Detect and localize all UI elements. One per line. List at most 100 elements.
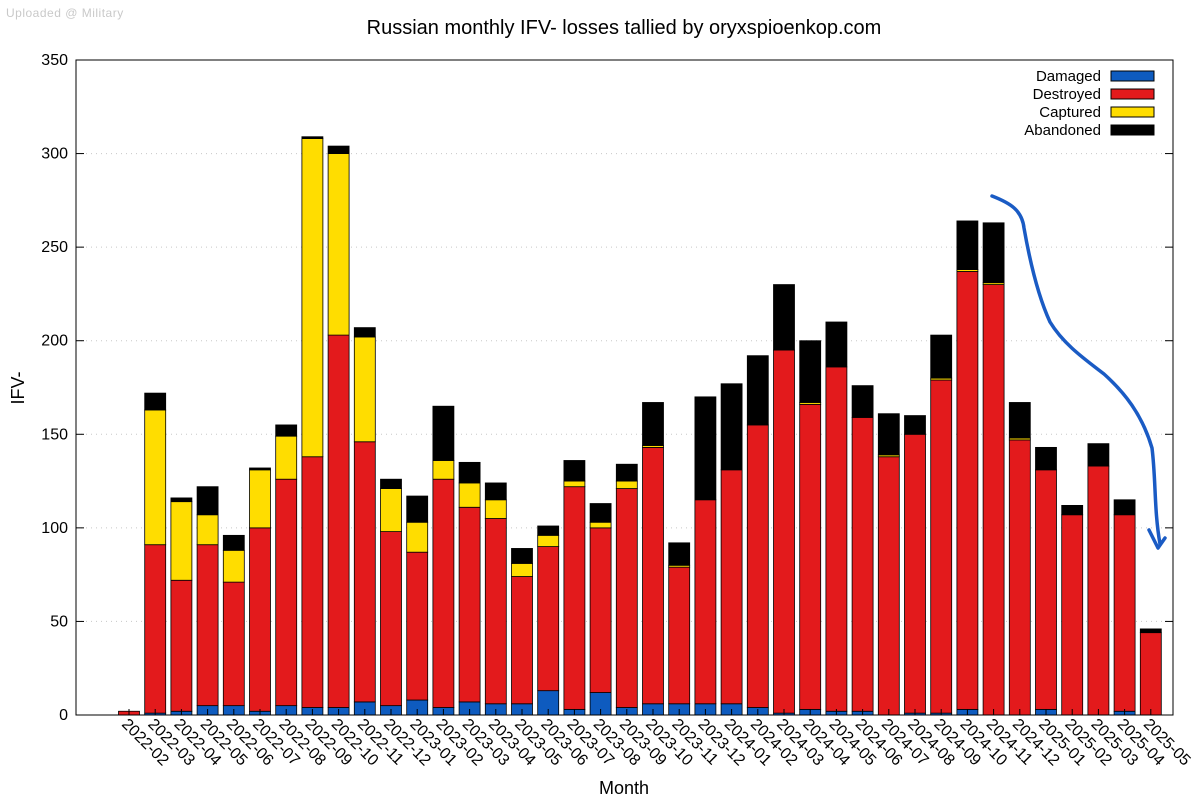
bar-segment-destroyed (720, 469, 743, 705)
legend-swatch (1110, 124, 1155, 136)
bar-segment-destroyed (432, 478, 455, 708)
bar-segment-destroyed (799, 403, 822, 710)
bar-segment-abandoned (851, 385, 874, 418)
bar-segment-destroyed (1008, 439, 1031, 716)
legend-label: Destroyed (1033, 86, 1101, 103)
bar-segment-abandoned (1113, 499, 1136, 516)
bar-segment-abandoned (1061, 504, 1084, 516)
legend-swatch (1110, 88, 1155, 100)
legend-label: Damaged (1036, 68, 1101, 85)
bar-segment-abandoned (353, 327, 376, 338)
bar-segment-destroyed (668, 566, 691, 705)
bar-segment-abandoned (904, 415, 926, 435)
chart-title: Russian monthly IFV- losses tallied by o… (367, 17, 882, 39)
bar-segment-abandoned (301, 136, 324, 140)
bar-segment-abandoned (720, 383, 743, 471)
bar-segment-destroyed (380, 531, 402, 707)
bar-segment-destroyed (353, 441, 376, 703)
watermark: Uploaded @ Military (6, 6, 124, 20)
bar-segment-destroyed (904, 433, 926, 714)
legend-label: Abandoned (1024, 122, 1101, 139)
bar-segment-destroyed (746, 424, 769, 708)
y-tick-label: 0 (59, 707, 68, 724)
bar-segment-destroyed (642, 446, 664, 705)
bar-segment-destroyed (1139, 632, 1162, 716)
bar-segment-abandoned (694, 396, 717, 501)
bar-segment-captured (301, 138, 324, 458)
y-tick-label: 250 (41, 239, 68, 256)
bar-segment-abandoned (537, 525, 560, 536)
bar-segment-destroyed (275, 478, 298, 707)
bar-segment-abandoned (196, 486, 219, 516)
y-tick-label: 300 (41, 146, 68, 163)
bar-segment-captured (249, 469, 271, 529)
legend-swatch (1110, 70, 1155, 82)
bar-segment-abandoned (327, 145, 350, 154)
y-tick-label: 150 (41, 426, 68, 443)
bar-segment-abandoned (458, 461, 481, 484)
bar-segment-abandoned (982, 222, 1005, 284)
bar-segment-abandoned (511, 548, 533, 564)
bar-segment-captured (222, 549, 245, 583)
bar-segment-destroyed (458, 506, 481, 703)
bar-segment-captured (196, 514, 219, 546)
bar-segment-destroyed (406, 551, 429, 701)
bar-segment-abandoned (432, 405, 455, 461)
bar-segment-abandoned (1139, 628, 1162, 634)
bar-segment-captured (406, 521, 429, 553)
bar-segment-destroyed (170, 579, 193, 712)
bar-segment-captured (353, 336, 376, 443)
bar-segment-abandoned (589, 503, 612, 523)
bar-segment-captured (327, 153, 350, 336)
bar-segment-abandoned (1087, 443, 1110, 467)
y-tick-label: 50 (50, 613, 68, 630)
bar-segment-abandoned (144, 392, 167, 411)
bar-segment-destroyed (249, 527, 271, 712)
bar-segment-abandoned (668, 542, 691, 566)
bar-segment-destroyed (877, 456, 900, 716)
bar-segment-captured (432, 460, 455, 480)
bar-segment-destroyed (1035, 469, 1057, 710)
bar-segment-destroyed (484, 518, 507, 705)
bar-segment-abandoned (956, 220, 979, 270)
bar-segment-captured (589, 521, 612, 529)
bar-segment-captured (615, 480, 638, 489)
bar-segment-abandoned (275, 424, 298, 437)
bar-segment-destroyed (589, 527, 612, 693)
bar-segment-abandoned (773, 284, 795, 351)
bar-segment-abandoned (615, 463, 638, 482)
plot-frame (75, 59, 1174, 716)
y-tick-label: 100 (41, 520, 68, 537)
y-axis-label: IFV- (8, 371, 28, 404)
bar-segment-abandoned (825, 321, 848, 368)
bar-segment-destroyed (511, 576, 533, 705)
bar-segment-captured (144, 409, 167, 546)
x-axis-label: Month (599, 778, 649, 798)
bar-segment-destroyed (694, 499, 717, 705)
bar-segment-abandoned (877, 413, 900, 456)
bar-segment-destroyed (144, 544, 167, 714)
legend-swatch (1110, 106, 1155, 118)
bar-segment-abandoned (380, 478, 402, 489)
bar-segment-destroyed (222, 581, 245, 707)
bar-segment-destroyed (773, 349, 795, 714)
bar-segment-destroyed (851, 417, 874, 712)
y-tick-label: 350 (41, 52, 68, 69)
bar-segment-abandoned (406, 495, 429, 523)
bar-segment-abandoned (930, 334, 953, 379)
bar-segment-captured (170, 501, 193, 581)
trend-arrow-annotation (990, 194, 1167, 550)
bar-segment-destroyed (563, 486, 586, 710)
bar-segment-abandoned (746, 355, 769, 426)
bar-segment-captured (511, 563, 533, 577)
bars (118, 136, 1162, 716)
bar-segment-destroyed (615, 488, 638, 708)
bar-segment-abandoned (799, 340, 822, 403)
bar-segment-destroyed (982, 284, 1005, 716)
bar-segment-abandoned (1035, 446, 1057, 471)
bar-segment-captured (458, 482, 481, 508)
bar-segment-destroyed (301, 456, 324, 708)
bar-segment-captured (484, 499, 507, 519)
